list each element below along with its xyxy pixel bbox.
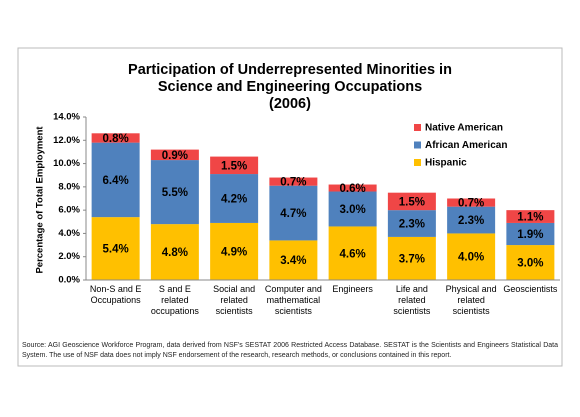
bar-segment — [210, 222, 259, 280]
bar-segment — [506, 222, 555, 246]
bar-segment — [269, 240, 318, 280]
bar-segment — [447, 233, 496, 280]
data-label: 0.7% — [280, 177, 306, 189]
data-label: 5.5% — [162, 187, 188, 199]
x-tick-label: Non-S and E Occupations — [89, 284, 142, 305]
bar-segment — [387, 192, 436, 211]
data-label: 1.5% — [399, 196, 425, 208]
bar-segment — [91, 142, 140, 218]
y-tick-label: 4.0% — [58, 228, 80, 239]
x-tick-label: Social and related scientists — [213, 284, 256, 316]
data-label: 4.0% — [458, 252, 484, 264]
bar-segment — [506, 245, 555, 280]
legend-swatch — [414, 124, 421, 131]
bar-segment — [91, 217, 140, 280]
data-label: 0.9% — [162, 150, 188, 162]
bar-segment — [150, 160, 199, 225]
x-tick-label: Physical and related scientists — [445, 284, 497, 316]
data-label: 3.4% — [280, 255, 306, 267]
data-label: 3.0% — [340, 204, 366, 216]
y-tick-label: 10.0% — [53, 158, 80, 169]
data-label: 1.5% — [221, 160, 247, 172]
bar-segment — [210, 156, 259, 175]
x-tick-label: S and E related occupations — [150, 284, 199, 316]
legend-label: Hispanic — [425, 158, 467, 169]
legend-swatch — [414, 141, 421, 149]
x-tick-label: Computer and mathematical scientists — [264, 284, 322, 316]
legend-label: Native American — [425, 123, 503, 134]
bar-segment — [328, 191, 377, 227]
data-label: 1.9% — [517, 229, 543, 241]
data-label: 3.0% — [517, 258, 543, 270]
data-label: 0.7% — [458, 198, 484, 210]
data-label: 0.8% — [103, 133, 129, 145]
bar-segment — [328, 184, 377, 192]
bar-segment — [91, 133, 140, 143]
bar-segment — [150, 224, 199, 280]
data-label: 1.1% — [517, 212, 543, 224]
data-label: 4.8% — [162, 247, 188, 259]
source-note: Source: AGI Geoscience Workforce Program… — [22, 342, 558, 359]
data-label: 0.6% — [340, 183, 366, 195]
bar-segment — [269, 177, 318, 186]
x-tick-label: Geoscientists — [503, 284, 558, 294]
data-label: 3.7% — [399, 253, 425, 265]
data-label: 6.4% — [103, 175, 129, 187]
legend-label: African American — [425, 140, 507, 151]
data-label: 5.4% — [103, 244, 129, 256]
x-tick-label: Engineers — [332, 284, 373, 294]
y-tick-label: 0.0% — [58, 275, 80, 286]
data-label: 4.7% — [280, 208, 306, 220]
bar-segment — [447, 198, 496, 207]
data-label: 4.9% — [221, 247, 247, 259]
x-tick-label: Life and related scientists — [393, 284, 431, 316]
data-label: 2.3% — [458, 215, 484, 227]
data-label: 2.3% — [399, 219, 425, 231]
bar-segment — [387, 210, 436, 237]
y-tick-label: 6.0% — [58, 205, 80, 216]
y-tick-label: 2.0% — [58, 251, 80, 262]
bar-segment — [150, 149, 199, 161]
data-label: 4.2% — [221, 194, 247, 206]
bar-segment — [269, 185, 318, 241]
y-tick-label: 12.0% — [53, 135, 80, 146]
bar-segment — [387, 236, 436, 280]
y-tick-label: 8.0% — [58, 181, 80, 192]
data-label: 4.6% — [340, 248, 366, 260]
bar-segment — [506, 210, 555, 223]
frame — [17, 47, 563, 367]
y-axis-title: Percentage of Total Employment — [35, 126, 46, 274]
bar-segment — [328, 226, 377, 280]
chart-title: Participation of Underrepresented Minori… — [128, 62, 452, 112]
y-tick-label: 14.0% — [53, 112, 80, 123]
bar-segment — [447, 206, 496, 234]
legend-swatch — [414, 159, 421, 166]
bar-segment — [210, 174, 259, 223]
